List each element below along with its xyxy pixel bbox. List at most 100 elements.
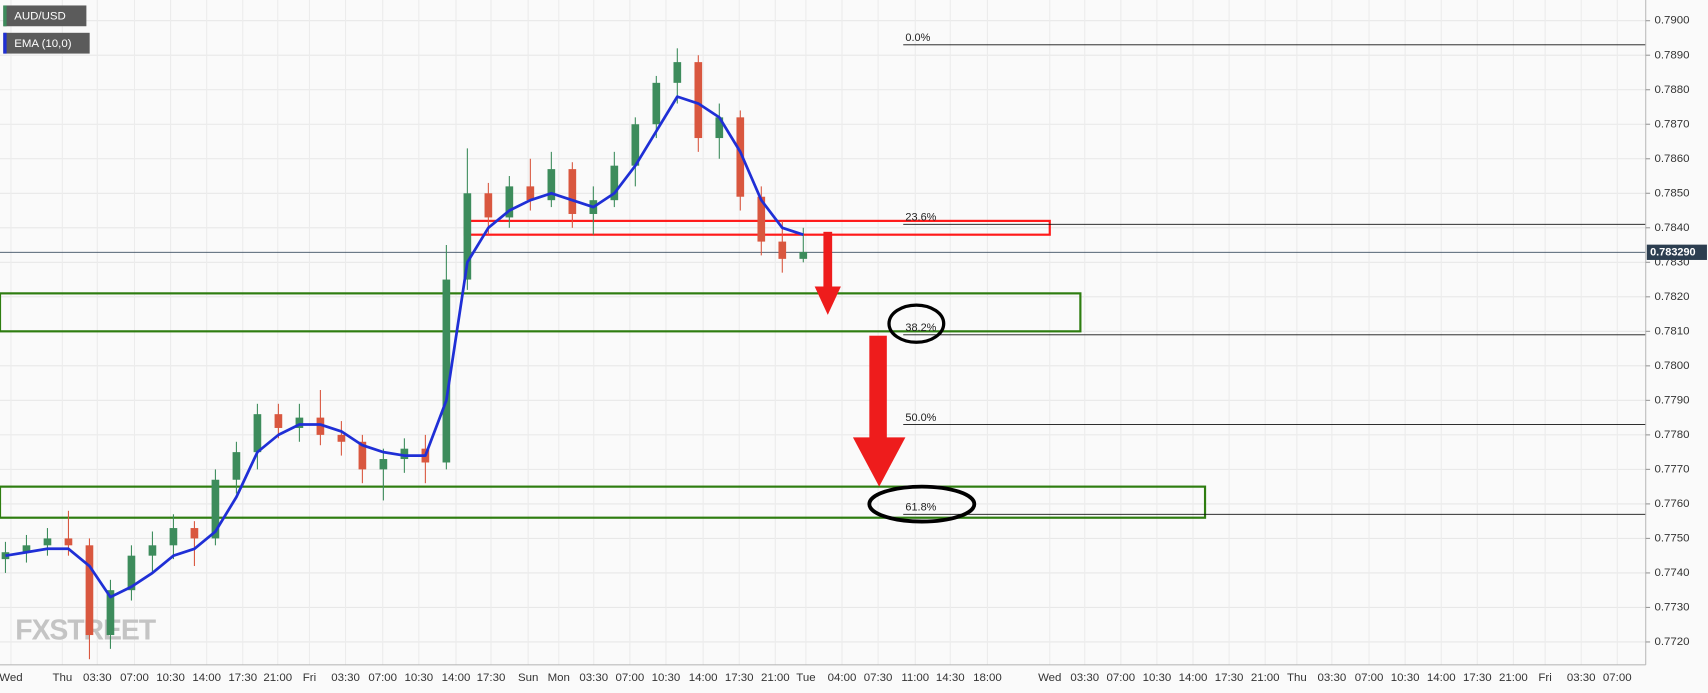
zone: [0, 485, 1207, 519]
y-tick-label: 0.7790: [1654, 394, 1689, 406]
candle-body: [211, 479, 220, 539]
candle-body: [631, 124, 640, 166]
arrow-head: [852, 437, 906, 487]
candle-body: [778, 241, 787, 259]
candle-body: [736, 117, 745, 197]
x-tick-label: 07:00: [1355, 672, 1384, 684]
fib-label: 50.0%: [905, 412, 936, 424]
y-tick-label: 0.7870: [1654, 118, 1689, 130]
candle-body: [526, 186, 535, 201]
y-tick-label: 0.7780: [1654, 429, 1689, 441]
candle-body: [442, 279, 451, 463]
candle-body: [379, 459, 388, 470]
x-tick-label: Wed: [1038, 672, 1061, 684]
candles: [1, 48, 808, 660]
candle-body: [652, 82, 661, 125]
y-tick-label: 0.7730: [1654, 601, 1689, 613]
x-tick-label: 17:30: [1215, 672, 1244, 684]
candle-body: [400, 448, 409, 460]
candle-body: [85, 545, 94, 636]
legend-box: [3, 32, 90, 54]
x-tick-label: 07:00: [1603, 672, 1632, 684]
candle-body: [64, 538, 73, 546]
x-tick-label: 03:30: [579, 672, 608, 684]
candle-body: [22, 545, 31, 553]
candle-body: [799, 251, 808, 259]
x-tick-label: Sun: [518, 672, 538, 684]
fib-label: 0.0%: [905, 32, 930, 44]
x-tick-label: 11:00: [901, 672, 929, 684]
x-tick-label: 04:00: [828, 672, 857, 684]
candle-body: [484, 193, 493, 218]
last-price-label: 0.783290: [1650, 247, 1696, 259]
x-tick-label: 07:00: [1106, 672, 1135, 684]
x-tick-label: 03:30: [331, 672, 360, 684]
highlight-ellipse: [867, 484, 977, 524]
x-tick-label: 14:30: [936, 672, 965, 684]
fib-label: 38.2%: [905, 322, 936, 334]
y-tick-label: 0.7760: [1654, 498, 1689, 510]
candle-body: [316, 417, 325, 435]
legend: AUD/USD EMA (10,0): [3, 5, 90, 54]
fib-label: 61.8%: [905, 502, 936, 514]
x-tick-label: 21:00: [1251, 672, 1280, 684]
candle-body: [610, 165, 619, 201]
x-tick-label: 03:30: [1070, 672, 1099, 684]
candle-body: [148, 545, 157, 556]
candle-body: [127, 555, 136, 591]
candle-body: [295, 417, 304, 428]
candle-body: [547, 169, 556, 201]
x-tick-label: 21:00: [1499, 672, 1528, 684]
y-tick-label: 0.7810: [1654, 325, 1689, 337]
candle-body: [1, 552, 10, 560]
y-tick-label: 0.7880: [1654, 84, 1689, 96]
x-tick-label: 21:00: [263, 672, 292, 684]
candle-body: [694, 62, 703, 139]
candle-body: [337, 434, 346, 442]
x-tick-label: 10:30: [156, 672, 185, 684]
x-tick-label: 17:30: [725, 672, 754, 684]
x-tick-label: 14:00: [1179, 672, 1208, 684]
x-tick-label: 03:30: [1318, 672, 1347, 684]
x-tick-label: 14:00: [1427, 672, 1456, 684]
candle-body: [190, 528, 199, 539]
x-tick-label: 17:30: [477, 672, 506, 684]
x-tick-label: 14:00: [192, 672, 221, 684]
x-tick-label: Mon: [548, 672, 570, 684]
y-tick-label: 0.7840: [1654, 222, 1689, 234]
x-tick-label: 17:30: [228, 672, 257, 684]
candle-body: [169, 528, 178, 546]
legend-label: EMA (10,0): [14, 38, 72, 50]
x-tick-label: Wed: [0, 672, 23, 684]
y-tick-label: 0.7750: [1654, 532, 1689, 544]
arrow-shaft: [823, 231, 833, 289]
highlight-ellipse: [887, 303, 946, 344]
y-tick-label: 0.7770: [1654, 463, 1689, 475]
y-tick-label: 0.7740: [1654, 567, 1689, 579]
candle-body: [715, 117, 724, 139]
x-tick-label: 14:00: [689, 672, 718, 684]
x-tick-label: 07:00: [616, 672, 645, 684]
x-tick-label: 14:00: [442, 672, 471, 684]
candle-body: [568, 169, 577, 214]
zone: [0, 292, 1082, 333]
x-tick-label: 21:00: [761, 672, 790, 684]
legend-swatch: [3, 5, 7, 27]
grid: [0, 0, 1646, 665]
y-tick-label: 0.7720: [1654, 636, 1689, 648]
fibonacci: 0.0% 23.6% 38.2% 50.0% 61.8%: [0, 32, 1646, 515]
legend-swatch: [3, 32, 7, 54]
x-tick-label: 03:30: [83, 672, 112, 684]
x-tick-label: 10:30: [1391, 672, 1420, 684]
fib-label: 23.6%: [905, 212, 936, 224]
last-price-box: [1646, 244, 1707, 260]
y-tick-label: 0.7860: [1654, 153, 1689, 165]
candle-body: [757, 196, 766, 242]
x-tick-label: 10:30: [404, 672, 433, 684]
arrow-head: [814, 286, 841, 315]
candle-body: [274, 414, 283, 428]
